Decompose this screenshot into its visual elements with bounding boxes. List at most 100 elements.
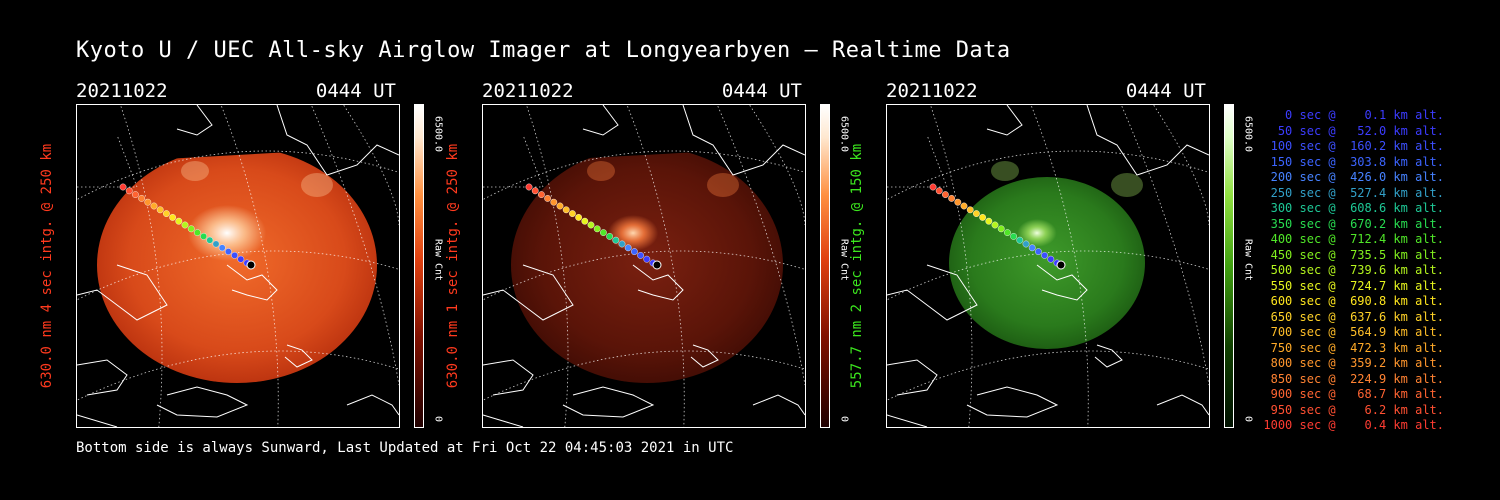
- trajectory-point: [600, 229, 607, 237]
- trajectory-point: [954, 198, 962, 206]
- panel-ylabel: 630.0 nm 1 sec intg. @ 250 km: [445, 143, 461, 389]
- legend-row: 200 sec @ 426.0 km alt.: [1263, 170, 1444, 184]
- legend-row: 950 sec @ 6.2 km alt.: [1263, 402, 1444, 417]
- colorbar-max: 6500.0: [1242, 115, 1254, 153]
- trajectory-point: [991, 221, 999, 229]
- colorbar: [1224, 104, 1234, 428]
- trajectory-point: [624, 244, 632, 252]
- legend-row: 800 sec @ 359.2 km alt.: [1263, 356, 1444, 370]
- legend-row: 100 sec @ 160.2 km alt.: [1263, 139, 1444, 153]
- trajectory-point: [1034, 248, 1042, 256]
- trajectory-point: [575, 214, 583, 221]
- panel-date: 20211022: [482, 80, 574, 102]
- trajectory-point: [194, 229, 201, 237]
- trajectory-point: [169, 214, 177, 221]
- trajectory-point: [562, 206, 570, 214]
- legend-row: 50 sec @ 52.0 km alt.: [1263, 123, 1444, 138]
- trajectory-point: [556, 202, 564, 210]
- trajectory-legend: 0 sec @ 0.1 km alt. 50 sec @ 52.0 km alt…: [1262, 108, 1444, 434]
- panel-time: 0444 UT: [721, 80, 802, 102]
- trajectory-point: [948, 195, 955, 202]
- trajectory-point: [181, 221, 189, 229]
- panel-time: 0444 UT: [315, 80, 396, 102]
- trajectory-point: [637, 251, 645, 259]
- trajectory-point: [550, 198, 558, 206]
- legend-row: 1000 sec @ 0.4 km alt.: [1263, 418, 1444, 432]
- trajectory-point: [156, 206, 164, 214]
- trajectory-point: [187, 225, 195, 233]
- trajectory-point: [1022, 240, 1030, 248]
- legend-row: 400 sec @ 712.4 km alt.: [1263, 232, 1444, 246]
- trajectory-point: [175, 217, 183, 225]
- trajectory-point: [1004, 229, 1011, 237]
- colorbar: [820, 104, 830, 428]
- colorbar: [414, 104, 424, 428]
- panel-630nm-1sec: 20211022 0444 UT 630.0 nm 1 sec intg. @ …: [445, 80, 892, 430]
- panel-630nm-4sec: 20211022 0444 UT 630.0 nm 4 sec intg. @ …: [39, 80, 486, 430]
- station-marker: [652, 260, 662, 270]
- panel-ylabel: 630.0 nm 4 sec intg. @ 250 km: [39, 143, 55, 389]
- legend-row: 750 sec @ 472.3 km alt.: [1263, 340, 1444, 355]
- trajectory-point: [966, 206, 974, 214]
- trajectory-point: [581, 217, 589, 225]
- legend-row: 150 sec @ 303.8 km alt.: [1263, 154, 1444, 169]
- legend-row: 250 sec @ 527.4 km alt.: [1263, 185, 1444, 200]
- trajectory-point: [612, 236, 620, 244]
- allsky-image: [886, 104, 1210, 428]
- trajectory-point: [1028, 244, 1036, 252]
- trajectory-point: [237, 255, 245, 263]
- trajectory-point: [929, 183, 937, 191]
- trajectory-point: [224, 248, 232, 256]
- panel-date: 20211022: [886, 80, 978, 102]
- legend-row: 0 sec @ 0.1 km alt.: [1263, 108, 1444, 122]
- trajectory-point: [979, 214, 987, 221]
- trajectory-point: [206, 236, 214, 244]
- legend-row: 600 sec @ 690.8 km alt.: [1263, 294, 1444, 308]
- trajectory-point: [119, 183, 127, 191]
- page-title: Kyoto U / UEC All-sky Airglow Imager at …: [76, 38, 1011, 63]
- station-marker: [246, 260, 256, 270]
- trajectory-point: [973, 210, 980, 218]
- legend-row: 650 sec @ 637.6 km alt.: [1263, 309, 1444, 324]
- trajectory-point: [163, 210, 170, 218]
- trajectory-point: [593, 225, 601, 233]
- trajectory-point: [606, 232, 614, 240]
- legend-row: 300 sec @ 608.6 km alt.: [1263, 201, 1444, 215]
- legend-row: 850 sec @ 224.9 km alt.: [1263, 371, 1444, 386]
- trajectory-point: [1010, 232, 1018, 240]
- trajectory-point: [544, 195, 551, 202]
- trajectory-point: [618, 240, 626, 248]
- trajectory-point: [630, 248, 638, 256]
- footer-status: Bottom side is always Sunward, Last Upda…: [76, 440, 734, 456]
- trajectory-point: [231, 251, 239, 259]
- station-marker: [1056, 260, 1066, 270]
- legend-row: 350 sec @ 670.2 km alt.: [1263, 216, 1444, 231]
- allsky-image: [76, 104, 400, 428]
- legend-row: 900 sec @ 68.7 km alt.: [1263, 387, 1444, 401]
- legend-row: 700 sec @ 564.9 km alt.: [1263, 325, 1444, 339]
- legend-row: 500 sec @ 739.6 km alt.: [1263, 263, 1444, 277]
- allsky-image: [482, 104, 806, 428]
- trajectory-point: [150, 202, 158, 210]
- trajectory-point: [531, 187, 539, 195]
- trajectory-point: [218, 244, 226, 252]
- trajectory-point: [587, 221, 595, 229]
- trajectory-point: [1041, 251, 1049, 259]
- trajectory-point: [942, 191, 949, 199]
- legend-row: 450 sec @ 735.5 km alt.: [1263, 247, 1444, 262]
- trajectory-point: [144, 198, 152, 206]
- trajectory-point: [960, 202, 968, 210]
- trajectory-point: [569, 210, 576, 218]
- trajectory-point: [997, 225, 1005, 233]
- panel-557nm-2sec: 20211022 0444 UT 557.7 nm 2 sec intg. @ …: [849, 80, 1296, 430]
- trajectory-point: [132, 191, 139, 199]
- trajectory-point: [200, 232, 208, 240]
- trajectory-point: [985, 217, 993, 225]
- trajectory-point: [212, 240, 220, 248]
- trajectory-point: [525, 183, 533, 191]
- trajectory-point: [538, 191, 545, 199]
- trajectory-point: [643, 255, 651, 263]
- legend-row: 550 sec @ 724.7 km alt.: [1263, 278, 1444, 293]
- trajectory-point: [125, 187, 133, 195]
- colorbar-min: 0: [1242, 415, 1254, 423]
